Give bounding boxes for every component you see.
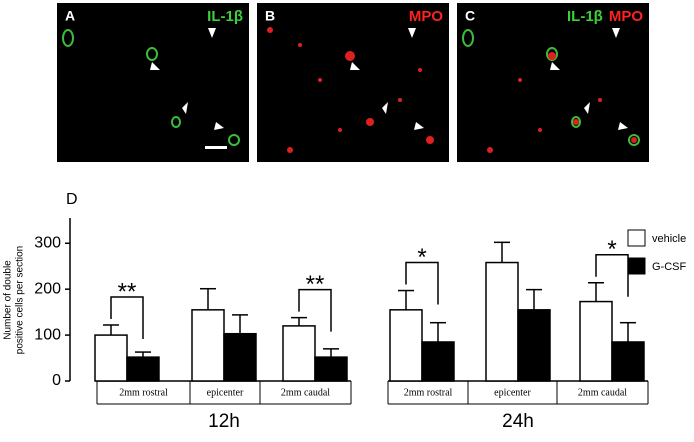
panel-letter: D <box>66 191 78 208</box>
stain-label: MPO <box>609 8 644 25</box>
group-label: 12h <box>208 411 240 432</box>
y-axis-label: positive cells per section <box>15 246 26 354</box>
y-axis-label: Number of double <box>3 260 14 340</box>
legend-swatch <box>628 230 645 246</box>
stain-label: IL-1β <box>567 8 603 25</box>
panel-letter: A <box>65 8 75 24</box>
x-tick-label: 2mm caudal <box>281 387 330 398</box>
bar <box>315 357 347 381</box>
bar <box>127 357 159 381</box>
stain-label: IL-1β <box>207 8 243 25</box>
bar <box>390 310 422 381</box>
panel-a-image <box>57 3 249 162</box>
legend-label: vehicle <box>652 233 686 245</box>
significance-label: * <box>607 236 616 263</box>
bar <box>192 310 224 381</box>
significance-label: * <box>417 244 426 271</box>
legend-label: G-CSF <box>652 261 687 273</box>
micrographs <box>57 3 649 162</box>
x-tick-label: epicenter <box>494 387 531 398</box>
panel-c-image <box>457 3 649 162</box>
scale-bar <box>205 146 227 149</box>
x-tick-label: 2mm rostral <box>119 387 168 398</box>
x-tick-label: 2mm caudal <box>578 387 627 398</box>
x-tick-label: 2mm rostral <box>404 387 453 398</box>
significance-label: ** <box>306 271 325 298</box>
stain-label: MPO <box>409 8 444 25</box>
panel-b-image <box>257 3 449 162</box>
y-tick-label: 100 <box>34 326 61 343</box>
y-tick-label: 0 <box>52 372 61 389</box>
bar <box>580 302 612 381</box>
bar <box>283 326 315 381</box>
bar <box>486 263 518 381</box>
bar <box>422 342 454 381</box>
bar <box>612 342 644 381</box>
significance-label: ** <box>118 278 137 305</box>
bar <box>224 334 256 381</box>
panel-letter: B <box>265 8 275 24</box>
bar <box>95 335 127 381</box>
bar <box>518 310 550 381</box>
group-label: 24h <box>502 411 534 432</box>
legend-swatch <box>628 258 645 274</box>
y-tick-label: 200 <box>34 280 61 297</box>
panel-letter: C <box>465 8 475 24</box>
x-tick-label: epicenter <box>207 387 244 398</box>
y-tick-label: 300 <box>34 234 61 251</box>
